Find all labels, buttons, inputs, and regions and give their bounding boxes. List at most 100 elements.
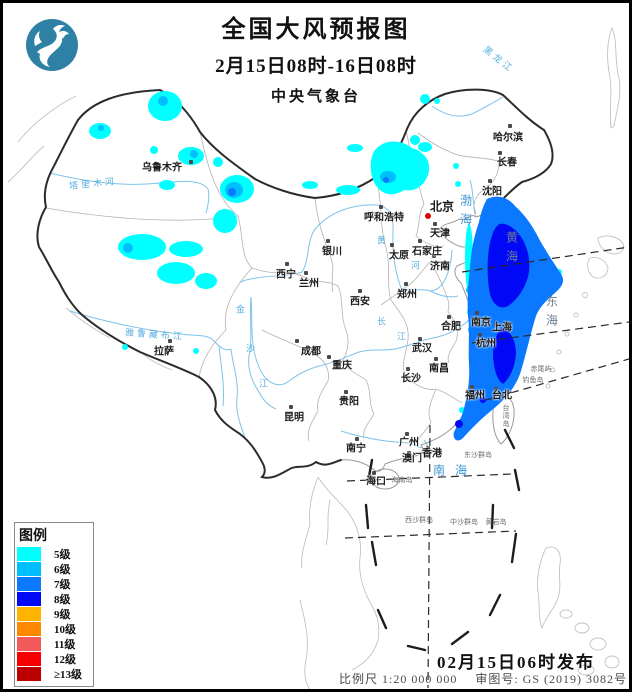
legend-title: 图例 <box>19 529 47 544</box>
legend-label: 5级 <box>54 548 71 561</box>
city-label: 银川 <box>322 246 342 258</box>
china-basemap <box>7 26 629 689</box>
legend-label: 8级 <box>54 593 71 606</box>
city-label: 拉萨 <box>154 346 174 358</box>
city-label: 太原 <box>389 250 409 262</box>
city-dot-海口 <box>372 471 376 475</box>
legend-label: 6级 <box>54 563 71 576</box>
city-dot-台北 <box>494 387 498 391</box>
legend-rows: 5级 6级 7级 8级 9级 10级 11级 12级 ≥13级 <box>15 546 93 681</box>
map-meta-line: 比例尺 1:20 000 000 审图号: GS (2019) 3082号 <box>339 670 629 687</box>
city-label: 南昌 <box>429 363 449 375</box>
city-label: 西宁 <box>276 269 296 281</box>
logo-horn-right <box>59 30 69 39</box>
map-label: 台湾岛 <box>502 404 510 428</box>
legend-label: 10级 <box>54 623 76 636</box>
wind-area-level6 <box>98 96 478 335</box>
legend: 图例 5级 6级 7级 8级 9级 10级 11级 12级 ≥13级 <box>14 522 94 687</box>
city-label: 呼和浩特 <box>364 212 404 224</box>
legend-item: 11级 <box>15 636 93 651</box>
legend-swatch <box>17 606 41 621</box>
city-dot-石家庄 <box>418 239 422 243</box>
city-label: 兰州 <box>299 278 319 290</box>
legend-swatch <box>17 636 41 651</box>
national-border <box>36 88 554 479</box>
map-label: 南海 <box>432 463 478 478</box>
city-label: 广州 <box>399 437 419 449</box>
sea-zone-dividers <box>344 246 629 689</box>
city-dot-拉萨 <box>168 339 172 343</box>
city-label: 海口 <box>366 476 386 488</box>
legend-swatch <box>17 546 41 561</box>
map-label: 金 <box>235 304 249 315</box>
legend-label: ≥13级 <box>54 668 83 681</box>
issued-time: 02月15日06时发布 <box>437 653 595 672</box>
city-dot-香港 <box>426 446 430 450</box>
city-dot-西安 <box>358 289 362 293</box>
city-label: 哈尔滨 <box>493 132 523 144</box>
legend-label: 7级 <box>54 578 71 591</box>
city-dot-武汉 <box>418 337 422 341</box>
map-label: 钓鱼岛 <box>522 376 544 384</box>
nine-dash-line <box>364 428 521 652</box>
cma-logo <box>26 19 78 71</box>
map-label: 沙 <box>245 343 259 354</box>
city-dot-贵阳 <box>344 390 348 394</box>
city-dot-哈尔滨 <box>508 124 512 128</box>
forecast-period: 2月15日08时-16日08时 <box>215 56 417 77</box>
legend-label: 12级 <box>54 653 76 666</box>
legend-item: 10级 <box>15 621 93 636</box>
city-dot-郑州 <box>404 282 408 286</box>
city-label: 沈阳 <box>482 186 502 198</box>
legend-item: 9级 <box>15 606 93 621</box>
map-label: 海南岛 <box>391 476 413 484</box>
city-dot-南宁 <box>355 437 359 441</box>
legend-swatch <box>17 666 41 681</box>
city-dot-兰州 <box>304 271 308 275</box>
city-dot-太原 <box>390 243 394 247</box>
city-dot-南昌 <box>434 357 438 361</box>
legend-swatch <box>17 591 41 606</box>
city-dot-福州 <box>470 385 474 389</box>
legend-label: 11级 <box>54 638 76 651</box>
city-label: 香港 <box>422 448 442 460</box>
city-label: 南宁 <box>346 443 366 455</box>
legend-swatch <box>17 561 41 576</box>
city-label: 成都 <box>301 346 321 358</box>
city-dot-成都 <box>295 339 299 343</box>
map-label: 江 <box>396 331 410 342</box>
legend-item: ≥13级 <box>15 666 93 681</box>
wind-area-level5 <box>89 91 562 413</box>
agency-name: 中央气象台 <box>270 89 361 105</box>
city-label: 长沙 <box>401 373 421 385</box>
city-label: 贵阳 <box>339 396 359 408</box>
city-dot-济南 <box>432 254 436 258</box>
legend-item: 6级 <box>15 561 93 576</box>
city-dot-澳门 <box>407 451 411 455</box>
map-label: 黄岩岛 <box>485 518 507 526</box>
wind-area-level7 <box>228 177 564 441</box>
map-label: 江 <box>258 378 272 389</box>
legend-swatch <box>17 621 41 636</box>
city-label: 济南 <box>430 261 450 273</box>
map-label: 东海 <box>544 295 559 333</box>
city-label: 长春 <box>497 157 517 169</box>
legend-label: 9级 <box>54 608 71 621</box>
city-dot-合肥 <box>447 315 451 319</box>
map-label: 西沙群岛 <box>405 516 433 524</box>
city-dot-银川 <box>326 239 330 243</box>
legend-item: 5级 <box>15 546 93 561</box>
city-dot-广州 <box>405 432 409 436</box>
city-label: 上海 <box>492 322 512 334</box>
city-label: 南京 <box>471 317 491 329</box>
map-label: 渤海 <box>458 194 473 232</box>
city-dot-长春 <box>498 151 502 155</box>
city-dot-长沙 <box>406 367 410 371</box>
city-label: 北京 <box>429 199 455 214</box>
map-label: 黄海 <box>504 231 519 269</box>
city-label: 杭州 <box>476 338 496 350</box>
map-label: 东沙群岛 <box>464 451 492 459</box>
logo-tail <box>34 31 42 46</box>
city-dot-南京 <box>475 311 479 315</box>
city-dot-上海 <box>494 322 498 326</box>
